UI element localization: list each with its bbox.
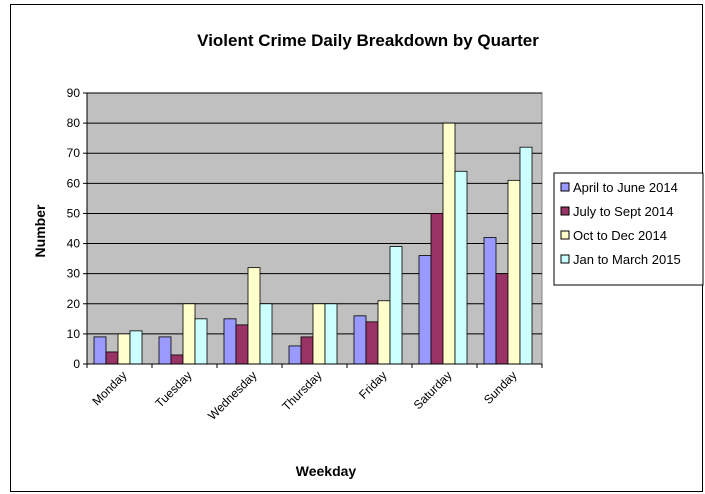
x-tick-label: Sunday: [481, 368, 520, 407]
bar: [129, 330, 143, 365]
y-tick-label: 20: [67, 297, 81, 311]
bar: [93, 336, 107, 365]
bar: [377, 300, 391, 365]
y-tick-label: 60: [67, 176, 81, 190]
y-tick-label: 40: [67, 237, 81, 251]
legend-label: April to June 2014: [573, 180, 678, 195]
x-tick-label: Thursday: [279, 368, 324, 413]
bar: [365, 321, 379, 365]
y-tick-label: 90: [67, 86, 81, 100]
x-tick-label: Wednesday: [205, 368, 260, 423]
y-tick-label: 30: [67, 267, 81, 281]
bar: [507, 179, 521, 365]
bar: [223, 318, 237, 365]
x-tick-label: Saturday: [411, 368, 455, 412]
chart: Violent Crime Daily Breakdown by Quarter…: [32, 31, 704, 479]
legend-label: Oct to Dec 2014: [573, 228, 667, 243]
y-tick-label: 10: [67, 327, 81, 341]
chart-frame: Violent Crime Daily Breakdown by Quarter…: [10, 4, 704, 492]
bar: [194, 318, 208, 365]
x-tick-label: Monday: [90, 368, 130, 408]
legend-box: [553, 172, 704, 286]
y-axis-title: Number: [32, 204, 48, 257]
bar: [483, 237, 497, 365]
y-tick-label: 0: [73, 357, 80, 371]
chart-title: Violent Crime Daily Breakdown by Quarter: [197, 31, 539, 50]
bar: [324, 303, 338, 365]
bar: [389, 246, 403, 365]
bar: [235, 324, 249, 365]
bar: [158, 336, 172, 365]
x-axis-title: Weekday: [296, 463, 357, 479]
y-tick-label: 70: [67, 146, 81, 160]
bar: [259, 303, 273, 365]
bar: [247, 267, 261, 365]
legend-label: Jan to March 2015: [573, 252, 681, 267]
bar: [105, 351, 119, 365]
legend-swatch: [560, 206, 570, 216]
bar: [418, 255, 432, 365]
bar: [519, 146, 533, 365]
bar: [442, 122, 456, 365]
bar: [182, 303, 196, 365]
bars: [93, 122, 533, 365]
y-axis: 0 10 20 30 40 50 60 70 80 90: [67, 86, 88, 371]
bar: [117, 333, 131, 365]
x-axis: Monday Tuesday Wednesday Thursday Friday Satu…: [86, 363, 543, 423]
bar: [495, 273, 509, 365]
bar: [454, 170, 468, 365]
legend-label: July to Sept 2014: [573, 204, 673, 219]
legend: April to June 2014 July to Sept 2014 Oct t…: [553, 172, 704, 286]
bar: [353, 315, 367, 365]
bar: [288, 345, 302, 365]
legend-swatch: [560, 254, 570, 264]
x-tick-label: Friday: [356, 368, 389, 401]
bar: [300, 336, 314, 365]
bar: [170, 354, 184, 365]
y-tick-label: 50: [67, 206, 81, 220]
legend-swatch: [560, 182, 570, 192]
y-tick-label: 80: [67, 116, 81, 130]
x-tick-label: Tuesday: [152, 368, 194, 410]
bar: [430, 213, 444, 365]
bar: [312, 303, 326, 365]
legend-swatch: [560, 230, 570, 240]
